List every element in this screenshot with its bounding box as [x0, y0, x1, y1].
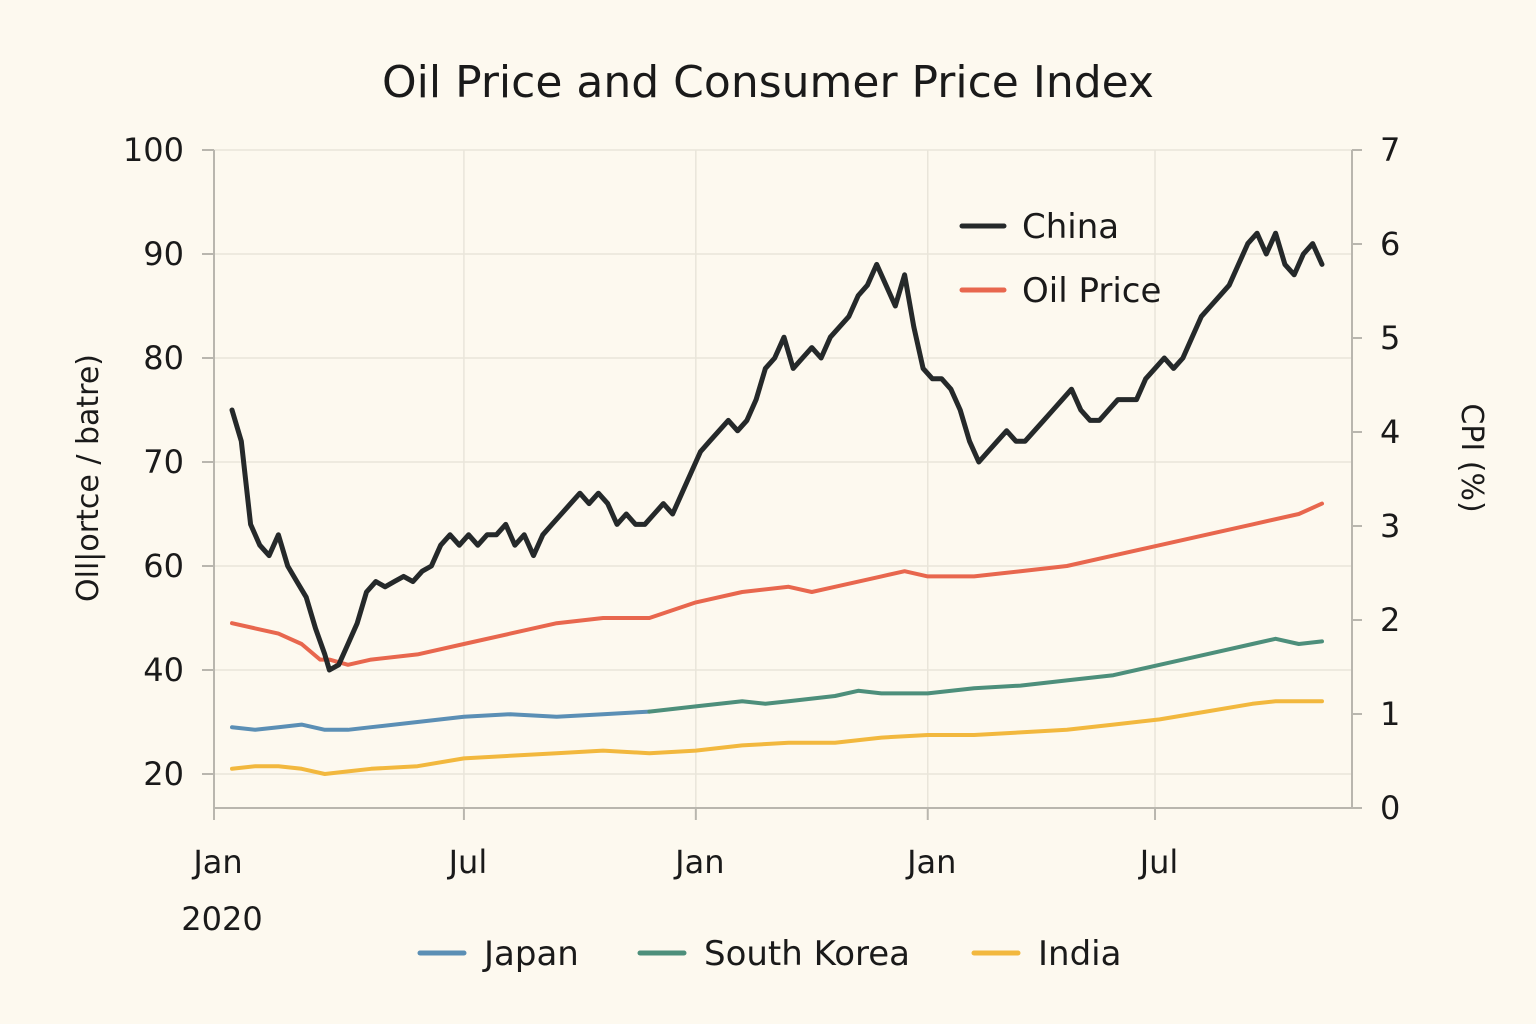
x-tick-label: Jan	[673, 843, 724, 881]
gridlines	[214, 149, 1352, 808]
series-line-japan	[230, 709, 652, 732]
legend-entry-japan: Japan	[417, 934, 579, 974]
series-line-oil-price	[230, 501, 1324, 667]
y-tick-label-left: 20	[143, 755, 184, 793]
legend-label: Japan	[482, 934, 579, 974]
legend-top: China Oil Price	[959, 207, 1161, 311]
legend-label: South Korea	[704, 934, 910, 974]
y-tick-label-right: 0	[1380, 789, 1400, 827]
x-tick-label: Jul	[1138, 843, 1179, 881]
axes	[202, 149, 1362, 820]
chart-title: Oil Price and Consumer Price Index	[382, 57, 1154, 108]
legend-entry-india: India	[971, 934, 1121, 974]
x-tick-label: Jul	[447, 843, 488, 881]
x-tick-label: Jan	[191, 843, 242, 881]
y-axis-label-right: CPI (%)	[1454, 403, 1489, 512]
legend-entry-oil-price: Oil Price	[959, 271, 1161, 311]
y-tick-label-right: 1	[1380, 695, 1400, 733]
legend-label: China	[1022, 207, 1119, 247]
y-tick-label-right: 3	[1380, 507, 1400, 545]
y-tick-label-right: 6	[1380, 225, 1400, 263]
y-axis-label-left: Oll|ortce / batre)	[71, 354, 106, 602]
legend-label: India	[1038, 934, 1121, 974]
y-tick-label-left: 70	[143, 443, 184, 481]
legend-entry-south-korea: South Korea	[637, 934, 910, 974]
y-tick-label-right: 5	[1380, 319, 1400, 357]
x-year-label: 2020	[181, 900, 262, 938]
y-tick-label-right: 4	[1380, 413, 1400, 451]
y-tick-label-left: 40	[143, 651, 184, 689]
legend-entry-china: China	[959, 207, 1119, 247]
tick-labels: 100 90 80 70 60 40 20 7 6 5 4 3 2 1 0 Jan Jul Jan Jan Jul 20…	[123, 131, 1400, 938]
y-tick-label-left: 60	[143, 547, 184, 585]
series-line-india	[230, 699, 1324, 776]
legend-label: Oil Price	[1022, 271, 1161, 311]
y-tick-label-right: 2	[1380, 601, 1400, 639]
x-tick-label: Jan	[905, 843, 956, 881]
y-tick-label-left: 100	[123, 131, 184, 169]
y-tick-label-right: 7	[1380, 131, 1400, 169]
y-tick-label-left: 80	[143, 339, 184, 377]
legend-bottom: Japan South Korea India	[417, 934, 1121, 974]
y-tick-label-left: 90	[143, 235, 184, 273]
series-line-south-korea	[647, 636, 1324, 714]
series-line-china	[229, 230, 1325, 673]
series-layer	[229, 230, 1325, 776]
